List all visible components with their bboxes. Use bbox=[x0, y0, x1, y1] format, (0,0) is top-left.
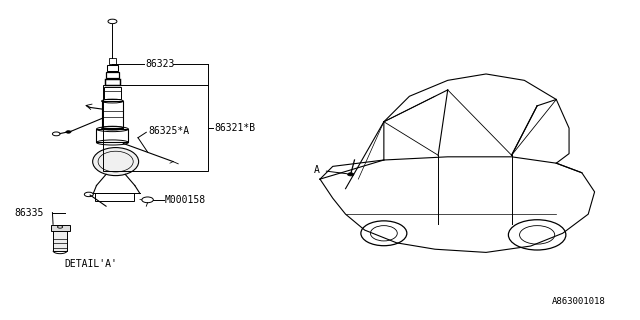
Text: 86321*B: 86321*B bbox=[214, 123, 255, 133]
Text: 86325*A: 86325*A bbox=[149, 126, 190, 136]
Bar bbox=[108, 65, 118, 71]
Bar bbox=[102, 101, 124, 128]
Bar bbox=[109, 58, 116, 64]
Bar bbox=[106, 72, 119, 78]
Bar bbox=[104, 87, 121, 100]
Text: A: A bbox=[314, 165, 320, 175]
Bar bbox=[105, 79, 120, 85]
Bar bbox=[97, 129, 129, 142]
Text: DETAIL'A': DETAIL'A' bbox=[65, 259, 117, 268]
Circle shape bbox=[66, 131, 71, 133]
Text: 86335: 86335 bbox=[15, 208, 44, 218]
Text: 86323: 86323 bbox=[146, 60, 175, 69]
Text: A863001018: A863001018 bbox=[552, 297, 605, 306]
Text: M000158: M000158 bbox=[165, 195, 206, 205]
Bar bbox=[51, 225, 70, 231]
Bar bbox=[53, 230, 67, 251]
Circle shape bbox=[348, 173, 354, 176]
Ellipse shape bbox=[93, 148, 139, 176]
Bar bbox=[103, 85, 208, 171]
Bar bbox=[95, 194, 134, 201]
